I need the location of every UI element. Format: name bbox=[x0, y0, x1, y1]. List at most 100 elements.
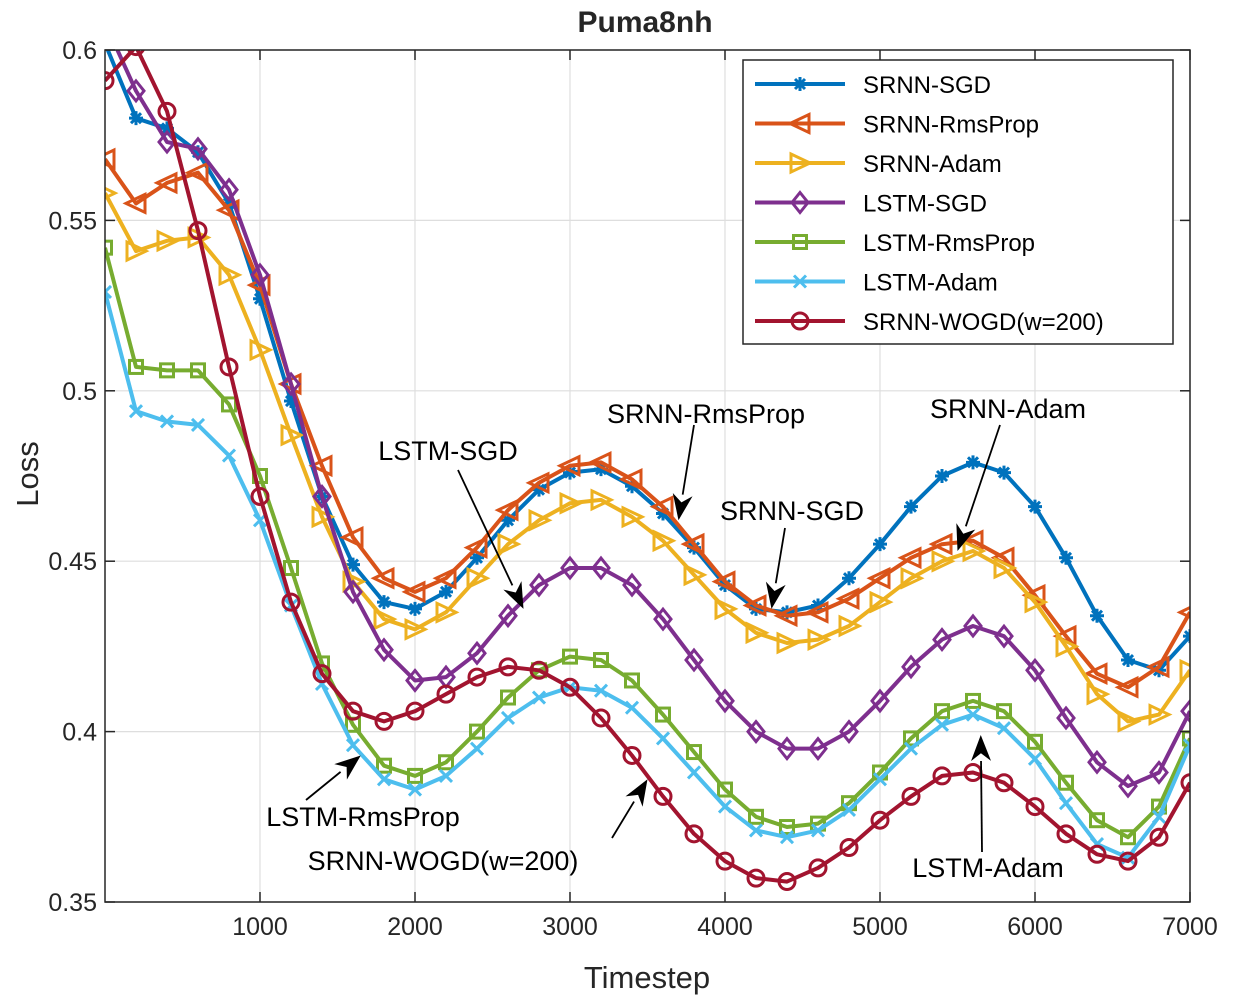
data-point-lstm-rmsprop bbox=[190, 362, 206, 379]
data-point-srnn-sgd bbox=[594, 462, 608, 477]
data-point-lstm-sgd bbox=[994, 623, 1014, 649]
data-point-srnn-sgd bbox=[377, 595, 391, 610]
data-point-srnn-sgd bbox=[873, 537, 887, 552]
data-point-srnn-wogd-w-200 bbox=[281, 592, 301, 612]
data-point-srnn-rmsprop bbox=[370, 566, 395, 590]
data-point-lstm-rmsprop bbox=[748, 808, 764, 825]
data-point-lstm-adam bbox=[841, 802, 857, 818]
y-tick-label: 0.6 bbox=[62, 37, 97, 65]
annotation-arrow-shaft bbox=[964, 424, 1001, 527]
data-point-lstm-adam bbox=[159, 414, 175, 429]
data-point-lstm-rmsprop bbox=[221, 396, 237, 413]
data-point-srnn-adam bbox=[962, 539, 987, 563]
data-point-srnn-rmsprop bbox=[525, 471, 550, 495]
data-point-lstm-adam bbox=[407, 782, 423, 797]
data-point-srnn-wogd-w-200 bbox=[219, 357, 239, 377]
data-point-srnn-rmsprop bbox=[105, 147, 116, 171]
data-point-srnn-adam bbox=[249, 338, 274, 362]
data-point-lstm-adam bbox=[624, 700, 640, 715]
data-point-srnn-rmsprop bbox=[184, 161, 209, 185]
data-point-lstm-rmsprop bbox=[934, 703, 950, 720]
data-point-srnn-sgd bbox=[811, 598, 825, 613]
data-point-srnn-sgd bbox=[346, 557, 360, 572]
annotation-label: LSTM-Adam bbox=[912, 853, 1064, 883]
data-point-lstm-sgd bbox=[405, 668, 425, 693]
data-point-lstm-sgd bbox=[715, 688, 735, 714]
data-point-lstm-adam bbox=[105, 284, 113, 300]
series-lstm-rmsprop bbox=[105, 239, 1190, 846]
data-point-srnn-adam bbox=[280, 423, 305, 447]
x-tick-label: 6000 bbox=[1007, 913, 1063, 941]
data-point-srnn-sgd bbox=[1028, 499, 1042, 514]
data-point-lstm-rmsprop bbox=[500, 689, 516, 706]
legend-marker bbox=[792, 274, 808, 289]
data-point-lstm-sgd bbox=[343, 579, 363, 605]
y-tick-label: 0.5 bbox=[62, 378, 97, 406]
data-point-srnn-adam bbox=[869, 590, 894, 614]
data-point-srnn-adam bbox=[838, 614, 863, 638]
data-point-srnn-adam bbox=[807, 628, 832, 651]
data-point-lstm-sgd bbox=[1118, 773, 1138, 799]
data-point-lstm-adam bbox=[469, 741, 485, 756]
data-point-srnn-sgd bbox=[997, 465, 1011, 480]
data-point-srnn-adam bbox=[931, 549, 956, 573]
annotation-label: SRNN-RmsProp bbox=[607, 399, 805, 429]
data-point-lstm-sgd bbox=[374, 637, 394, 663]
data-point-srnn-wogd-w-200 bbox=[932, 766, 952, 786]
legend-label: SRNN-WOGD(w=200) bbox=[863, 309, 1104, 336]
data-point-lstm-sgd bbox=[498, 603, 518, 629]
legend-marker bbox=[793, 77, 807, 91]
data-point-lstm-rmsprop bbox=[105, 239, 113, 256]
legend-label: LSTM-SGD bbox=[863, 191, 987, 218]
data-point-lstm-sgd bbox=[1180, 698, 1190, 724]
legend-marker bbox=[786, 112, 811, 135]
annotations: SRNN-RmsProp SRNN-Adam LSTM-SGD SRNN-SGD LST… bbox=[266, 394, 1086, 883]
data-point-srnn-sgd bbox=[1090, 608, 1104, 623]
data-point-lstm-adam bbox=[500, 710, 516, 726]
annotation-label: SRNN-WOGD(w=200) bbox=[308, 846, 579, 876]
data-point-srnn-rmsprop bbox=[680, 532, 705, 556]
y-tick-label: 0.55 bbox=[48, 207, 97, 235]
data-point-lstm-sgd bbox=[591, 555, 611, 581]
data-point-lstm-adam bbox=[934, 717, 950, 732]
data-point-lstm-rmsprop bbox=[779, 819, 795, 836]
data-point-srnn-sgd bbox=[656, 506, 670, 521]
data-point-srnn-adam bbox=[1086, 682, 1111, 706]
data-point-srnn-rmsprop bbox=[122, 191, 147, 215]
annotation-arrow-head bbox=[625, 779, 648, 807]
data-point-srnn-rmsprop bbox=[711, 570, 736, 594]
data-point-srnn-wogd-w-200 bbox=[560, 677, 580, 697]
data-point-lstm-adam bbox=[1151, 809, 1167, 824]
data-point-lstm-rmsprop bbox=[655, 706, 671, 723]
data-point-lstm-rmsprop bbox=[996, 703, 1012, 720]
legend-marker bbox=[790, 190, 810, 215]
data-point-srnn-sgd bbox=[935, 469, 949, 483]
annotation: LSTM-RmsProp bbox=[266, 755, 460, 832]
data-point-lstm-rmsprop bbox=[1027, 733, 1043, 750]
data-point-lstm-sgd bbox=[312, 484, 332, 509]
data-point-lstm-adam bbox=[190, 417, 206, 432]
data-point-srnn-wogd-w-200 bbox=[994, 773, 1014, 793]
series-line-srnn-sgd bbox=[105, 50, 1190, 673]
data-point-srnn-wogd-w-200 bbox=[653, 786, 673, 806]
data-point-srnn-wogd-w-200 bbox=[127, 50, 145, 57]
data-point-lstm-sgd bbox=[684, 647, 704, 673]
data-point-lstm-adam bbox=[531, 690, 547, 705]
annotation-arrow-head bbox=[956, 523, 976, 551]
annotation: SRNN-SGD bbox=[720, 496, 864, 609]
legend: SRNN-SGD SRNN-RmsProp SRNN-Adam LSTM-SGD LST… bbox=[742, 59, 1174, 345]
legend-entry: LSTM-RmsProp bbox=[755, 230, 1035, 257]
data-point-srnn-wogd-w-200 bbox=[1087, 844, 1107, 864]
data-point-srnn-sgd bbox=[222, 196, 236, 211]
data-point-lstm-sgd bbox=[870, 688, 890, 714]
data-point-srnn-wogd-w-200 bbox=[105, 71, 115, 91]
data-point-lstm-adam bbox=[1027, 751, 1043, 766]
data-point-lstm-sgd bbox=[250, 262, 270, 288]
x-tick-label: 2000 bbox=[387, 913, 443, 941]
data-point-lstm-adam bbox=[1058, 796, 1074, 811]
data-point-lstm-sgd bbox=[653, 606, 673, 632]
data-point-srnn-wogd-w-200 bbox=[312, 664, 332, 684]
data-point-srnn-wogd-w-200 bbox=[591, 708, 611, 728]
data-point-lstm-sgd bbox=[1149, 760, 1169, 785]
data-point-lstm-adam bbox=[903, 741, 919, 756]
